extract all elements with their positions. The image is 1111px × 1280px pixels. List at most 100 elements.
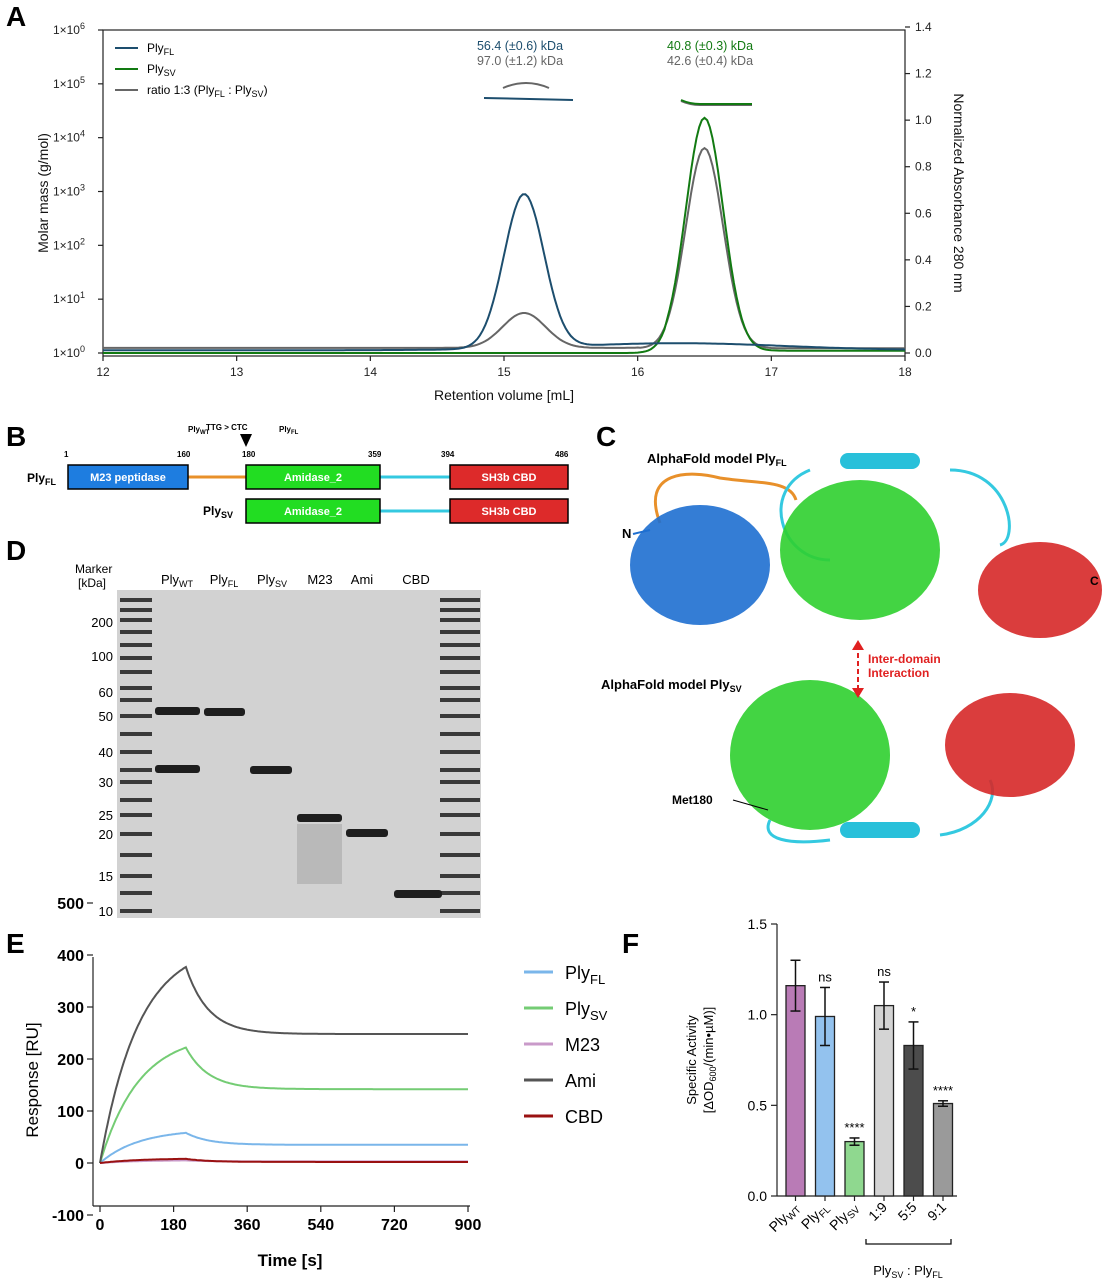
panel-e-legend: PlyFL PlySV M23 Ami CBD (524, 963, 608, 1127)
mutation-arrow-icon (240, 434, 252, 447)
ladder-band (440, 608, 480, 612)
panel-e-ticks: 0 180 360 540 720 900 -100 0 100 200 300 400 500 (52, 896, 481, 1234)
gel-bands (120, 598, 480, 913)
ladder-band (440, 780, 480, 784)
a-rtick-label: 1.0 (915, 113, 932, 127)
e-ytick-label: 500 (57, 896, 84, 913)
annot-peak1-ratio: 97.0 (±1.2) kDa (477, 54, 563, 68)
a-xtick-label: 13 (230, 365, 244, 379)
gel-lane-label: Ami (351, 572, 374, 587)
ladder-band (440, 891, 480, 895)
e-ytick-label: 0 (75, 1156, 84, 1173)
cbd-fl-structure (978, 542, 1102, 638)
curve-ratio (103, 146, 905, 350)
marker-kda-label: 60 (99, 685, 113, 700)
met180-label: Met180 (672, 793, 713, 807)
ladder-band (440, 853, 480, 857)
a-rtick-label: 1.4 (915, 20, 932, 34)
ladder-band (120, 630, 152, 634)
a-xtick-label: 16 (631, 365, 645, 379)
a-ytick-label: 1×101 (53, 290, 85, 306)
pos-359: 359 (368, 450, 382, 459)
mass-line-ratio-peak1 (502, 82, 550, 89)
ladder-band (120, 750, 152, 754)
f-ytick-label: 1.0 (748, 1007, 768, 1023)
panel-f-chart: 0.0 0.5 1.0 1.5 Specific Activity [ΔOD600/(… (684, 916, 957, 1280)
legend-e-label: PlySV (565, 999, 608, 1023)
a-ytick-label: 1×102 (53, 236, 85, 252)
f-xtick-label: 1:9 (865, 1199, 890, 1224)
marker-kda-label: 200 (91, 615, 113, 630)
gel-lane-label: CBD (402, 572, 429, 587)
activity-bar (932, 1102, 954, 1197)
f-xtick-label: PlyWT (766, 1199, 804, 1237)
a-xtick-label: 17 (765, 365, 779, 379)
mass-line-sv (680, 99, 752, 105)
a-rtick-label: 0.2 (915, 299, 932, 313)
sensorgram-cbd (99, 1157, 468, 1164)
a-ytick-label: 1×106 (53, 21, 85, 37)
amidase-fl-structure (780, 480, 940, 620)
gel-marker-labels: 200 100 60 50 40 30 25 20 15 10 (91, 615, 113, 919)
panel-c-structures: AlphaFold model PlyFL AlphaFold model Pl… (601, 451, 1102, 844)
panel-e-curves (99, 965, 468, 1164)
panel-a-curves (103, 116, 906, 354)
sensorgram-ply_sv (99, 1046, 468, 1164)
f-xtick-label: 9:1 (924, 1199, 949, 1224)
ladder-band (120, 598, 152, 602)
protein-band (204, 708, 245, 716)
legend-a-sv: PlySV (147, 62, 176, 78)
e-ytick-label: -100 (52, 1208, 84, 1225)
curve-sv (103, 116, 905, 354)
e-xtick-label: 720 (381, 1217, 408, 1234)
marker-unit: [kDa] (78, 576, 106, 590)
ladder-band (120, 608, 152, 612)
interaction-label-2: Interaction (868, 666, 929, 680)
panel-d-label: D (6, 535, 26, 566)
ladder-band (440, 618, 480, 622)
e-xtick-label: 0 (96, 1217, 105, 1234)
protein-band (394, 890, 442, 898)
ladder-band (440, 686, 480, 690)
panel-c-label: C (596, 421, 616, 452)
e-ytick-label: 300 (57, 1000, 84, 1017)
arrow-up-icon (852, 640, 864, 650)
e-ytick-label: 100 (57, 1104, 84, 1121)
e-xtick-label: 540 (307, 1217, 334, 1234)
ladder-band (440, 643, 480, 647)
helix-fl (840, 453, 920, 469)
a-xtick-label: 12 (96, 365, 110, 379)
ladder-band (120, 874, 152, 878)
ratio-bracket-label: PlySV : PlyFL (873, 1263, 943, 1280)
ladder-band (120, 832, 152, 836)
domain-m23 (67, 464, 189, 490)
domain-m23-label: M23 peptidase (90, 472, 166, 484)
a-xtick-label: 18 (898, 365, 912, 379)
sensorgram-ami (99, 965, 468, 1164)
ladder-band (440, 630, 480, 634)
mutation-codon: TTG > CTC (206, 423, 248, 432)
model-fl-title: AlphaFold model PlyFL (647, 451, 787, 468)
ladder-band (120, 714, 152, 718)
a-xtick-label: 15 (497, 365, 511, 379)
significance-label: ns (877, 964, 891, 979)
annot-peak2-sv: 40.8 (±0.3) kDa (667, 39, 753, 53)
marker-kda-label: 10 (99, 904, 113, 919)
pos-394: 394 (441, 450, 455, 459)
curve-fl (103, 193, 906, 352)
activity-bar (844, 1140, 865, 1197)
protein-band (297, 814, 342, 822)
marker-kda-label: 50 (99, 709, 113, 724)
ladder-band (120, 686, 152, 690)
ladder-band (120, 732, 152, 736)
annot-peak2-ratio: 42.6 (±0.4) kDa (667, 54, 753, 68)
marker-kda-label: 30 (99, 775, 113, 790)
ladder-band (120, 813, 152, 817)
ladder-band (440, 909, 480, 913)
pos-160: 160 (177, 450, 191, 459)
marker-kda-label: 40 (99, 745, 113, 760)
ladder-band (120, 909, 152, 913)
f-ytick-label: 1.5 (748, 916, 768, 932)
ladder-band (120, 670, 152, 674)
